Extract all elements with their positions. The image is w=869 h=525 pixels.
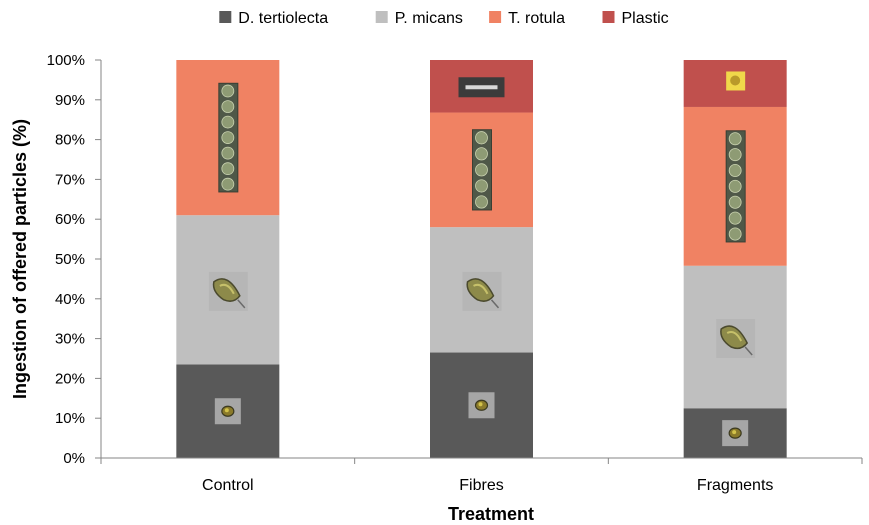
legend-swatch (219, 11, 232, 23)
legend-label: P. micans (395, 10, 463, 27)
diatom-chain-micrograph-icon (472, 129, 492, 211)
y-tick-label: 50% (55, 251, 85, 268)
y-tick-label: 0% (63, 450, 85, 467)
legend-label: Plastic (622, 10, 669, 27)
microplastic-fibre-micrograph-icon (458, 77, 505, 98)
dinoflagellate-micrograph-icon (462, 271, 502, 311)
bars (176, 60, 787, 458)
x-tick-label: Fibres (459, 477, 503, 494)
y-tick-label: 70% (55, 171, 85, 188)
y-tick-label: 90% (55, 92, 85, 109)
microplastic-fragment-micrograph-icon (726, 71, 746, 91)
flagellate-micrograph-icon (722, 420, 749, 447)
y-tick-label: 30% (55, 331, 85, 348)
flagellate-micrograph-icon (214, 398, 241, 425)
y-axis-ticks: 0% 10% 20% 30% 40% 50% 60% 70% 80% 90% 100% (47, 52, 101, 467)
y-tick-label: 60% (55, 211, 85, 228)
y-tick-label: 80% (55, 132, 85, 149)
y-tick-label: 100% (47, 52, 85, 69)
y-tick-label: 40% (55, 291, 85, 308)
legend-item-plastic: Plastic (602, 10, 669, 27)
x-tick-label: Fragments (697, 477, 773, 494)
legend-item-d-tertiolecta: D. tertiolecta (219, 10, 328, 27)
legend-item-p-micans: P. micans (375, 10, 463, 27)
diatom-chain-micrograph-icon (725, 130, 746, 243)
legend-label: D. tertiolecta (238, 10, 328, 27)
y-tick-label: 20% (55, 370, 85, 387)
legend: D. tertiolecta P. micans T. rotula Plastic (219, 10, 669, 27)
x-tick-label: Control (202, 477, 254, 494)
dinoflagellate-micrograph-icon (208, 271, 248, 311)
axes (100, 60, 863, 464)
y-axis-title: Ingestion of offered particles (%) (10, 119, 30, 399)
legend-swatch (375, 11, 388, 23)
legend-swatch (602, 11, 615, 23)
x-axis-title: Treatment (448, 504, 534, 524)
diatom-chain-micrograph-icon (218, 82, 239, 193)
legend-label: T. rotula (508, 10, 565, 27)
dinoflagellate-micrograph-icon (716, 319, 756, 359)
x-axis-ticks: Control Fibres Fragments (202, 477, 773, 494)
legend-item-t-rotula: T. rotula (489, 10, 565, 27)
flagellate-micrograph-icon (468, 392, 495, 419)
legend-swatch (489, 11, 502, 23)
y-tick-label: 10% (55, 410, 85, 427)
